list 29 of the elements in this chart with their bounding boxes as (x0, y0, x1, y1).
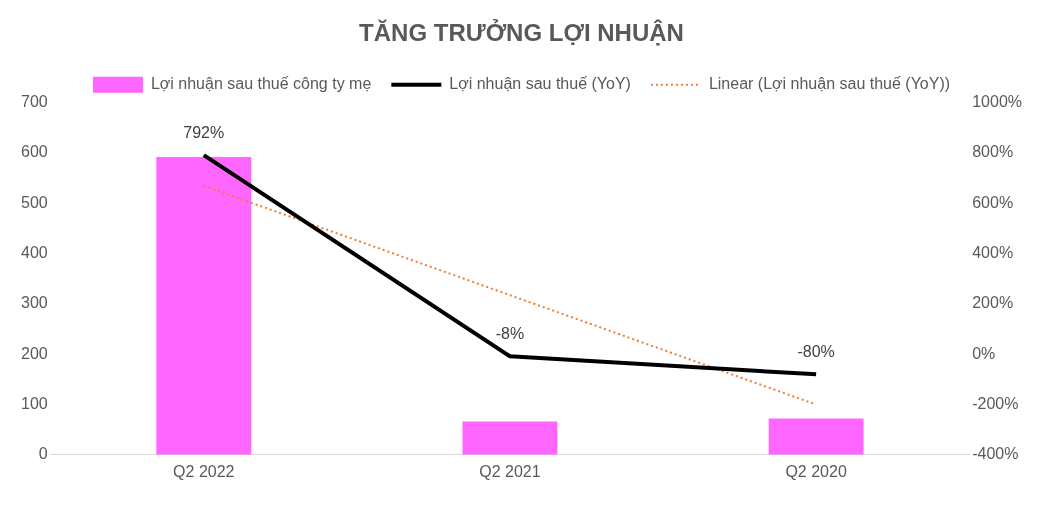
data-label: 792% (183, 123, 225, 141)
y2-tick-label: 800% (972, 143, 1014, 161)
y-tick-label: 300 (20, 294, 48, 312)
chart-title: TĂNG TRƯỞNG LỢI NHUẬN (359, 18, 684, 47)
legend-label: Linear (Lợi nhuận sau thuế (YoY)) (708, 75, 951, 93)
y-tick-label: 200 (20, 344, 48, 362)
x-tick-label: Q2 2021 (479, 462, 541, 480)
y2-tick-label: 0% (972, 344, 996, 362)
y2-tick-label: 200% (972, 294, 1014, 312)
bar (156, 157, 252, 455)
bar (768, 418, 864, 455)
legend-label: Lợi nhuận sau thuế (YoY) (449, 75, 631, 93)
y-tick-label: 400 (20, 244, 48, 262)
y-tick-label: 700 (20, 93, 48, 111)
y2-tick-label: -200% (972, 394, 1019, 412)
y-tick-label: 600 (20, 143, 48, 161)
x-tick-label: Q2 2020 (785, 462, 847, 480)
y-tick-label: 100 (20, 394, 48, 412)
data-label: -8% (495, 324, 525, 342)
bar (462, 421, 558, 455)
y2-tick-label: -400% (972, 445, 1019, 463)
x-tick-label: Q2 2022 (173, 462, 235, 480)
y2-tick-label: 400% (972, 244, 1014, 262)
y-tick-label: 500 (20, 193, 48, 211)
y2-tick-label: 1000% (972, 93, 1023, 111)
legend-label: Lợi nhuận sau thuế công ty mẹ (150, 75, 372, 93)
y-tick-label: 0 (38, 445, 48, 463)
y2-tick-label: 600% (972, 193, 1014, 211)
data-label: -80% (797, 342, 835, 360)
